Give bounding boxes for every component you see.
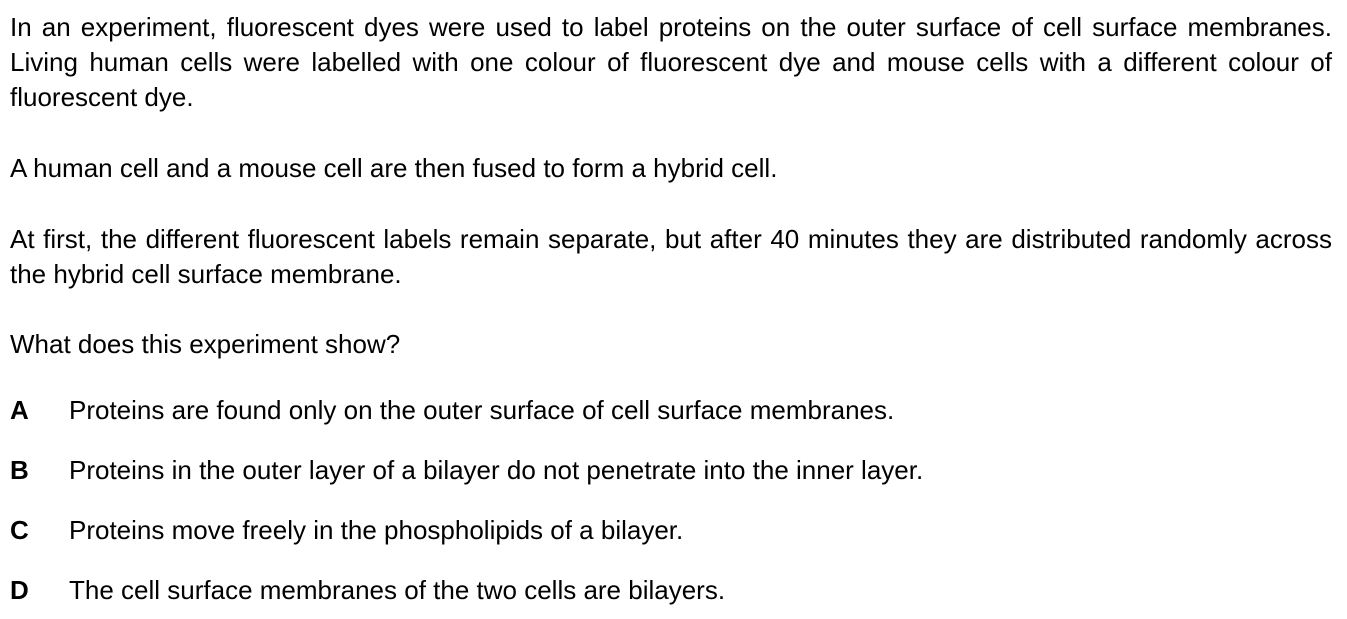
answer-option-d: D The cell surface membranes of the two … [10, 573, 1332, 608]
option-text: The cell surface membranes of the two ce… [69, 575, 726, 605]
option-text: Proteins are found only on the outer sur… [69, 395, 895, 425]
question-paragraph-fusion: A human cell and a mouse cell are then f… [10, 153, 778, 183]
option-letter: D [10, 575, 29, 605]
option-text: Proteins in the outer layer of a bilayer… [69, 455, 924, 485]
answer-option-c: C Proteins move freely in the phospholip… [10, 513, 1332, 548]
option-letter: C [10, 515, 29, 545]
option-letter: B [10, 455, 29, 485]
question-paragraph-intro: In an experiment, fluorescent dyes were … [10, 12, 1332, 112]
option-letter: A [10, 395, 29, 425]
answer-option-a: A Proteins are found only on the outer s… [10, 393, 1332, 428]
question-paragraph-result: At first, the different fluorescent labe… [10, 224, 1332, 289]
question-prompt: What does this experiment show? [10, 329, 401, 359]
option-text: Proteins move freely in the phospholipid… [69, 515, 684, 545]
answer-option-b: B Proteins in the outer layer of a bilay… [10, 453, 1332, 488]
